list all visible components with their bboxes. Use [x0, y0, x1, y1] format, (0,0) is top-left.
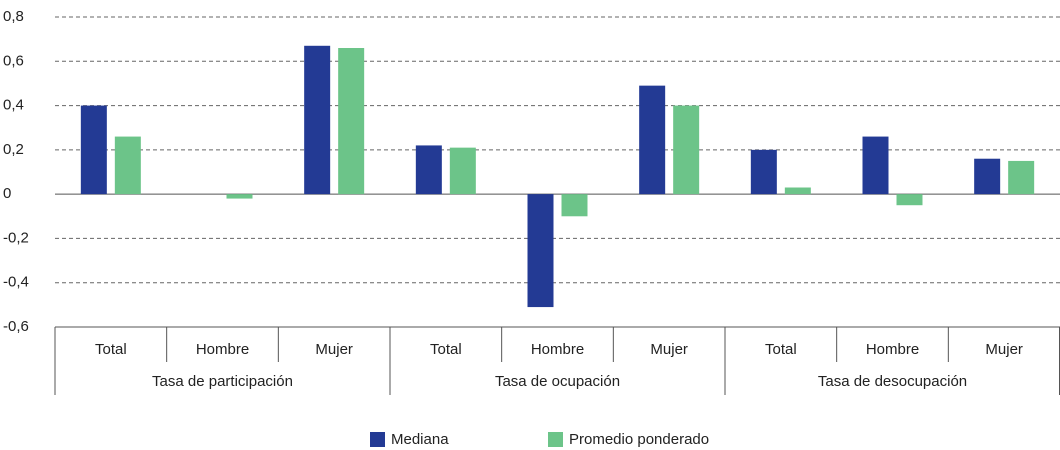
legend-swatch — [548, 432, 563, 447]
x-tick-label: Mujer — [315, 341, 353, 358]
y-tick-label: 0,2 — [3, 141, 24, 158]
x-tick-label: Hombre — [866, 341, 919, 358]
bar — [226, 194, 253, 199]
bar — [784, 187, 811, 195]
bar — [673, 105, 700, 195]
x-tick-label: Mujer — [985, 341, 1023, 358]
y-tick-label: 0,4 — [3, 97, 24, 114]
y-tick-label: -0,2 — [3, 229, 29, 246]
bar — [114, 136, 141, 195]
x-tick-label: Hombre — [531, 341, 584, 358]
y-tick-label: -0,6 — [3, 318, 29, 335]
bar — [639, 85, 666, 195]
bar — [304, 45, 331, 195]
group-label: Tasa de ocupación — [495, 373, 620, 390]
bar — [750, 149, 777, 195]
x-tick-label: Total — [765, 341, 797, 358]
bar — [338, 48, 365, 195]
x-tick-label: Total — [95, 341, 127, 358]
bar — [449, 147, 476, 195]
y-tick-label: -0,4 — [3, 274, 29, 291]
legend-label: Promedio ponderado — [569, 431, 709, 448]
y-tick-label: 0 — [3, 185, 11, 202]
bar — [896, 194, 923, 206]
y-tick-label: 0,8 — [3, 8, 24, 25]
bar — [862, 136, 889, 195]
legend-swatch — [370, 432, 385, 447]
group-label: Tasa de desocupación — [818, 373, 967, 390]
bar — [415, 145, 442, 195]
x-tick-label: Hombre — [196, 341, 249, 358]
bar — [527, 194, 554, 308]
bar — [80, 105, 107, 195]
bar — [974, 158, 1001, 195]
y-tick-label: 0,6 — [3, 52, 24, 69]
bar — [1008, 160, 1035, 195]
group-label: Tasa de participación — [152, 373, 293, 390]
x-tick-label: Total — [430, 341, 462, 358]
bar — [561, 194, 588, 217]
legend-label: Mediana — [391, 431, 449, 448]
x-tick-label: Mujer — [650, 341, 688, 358]
